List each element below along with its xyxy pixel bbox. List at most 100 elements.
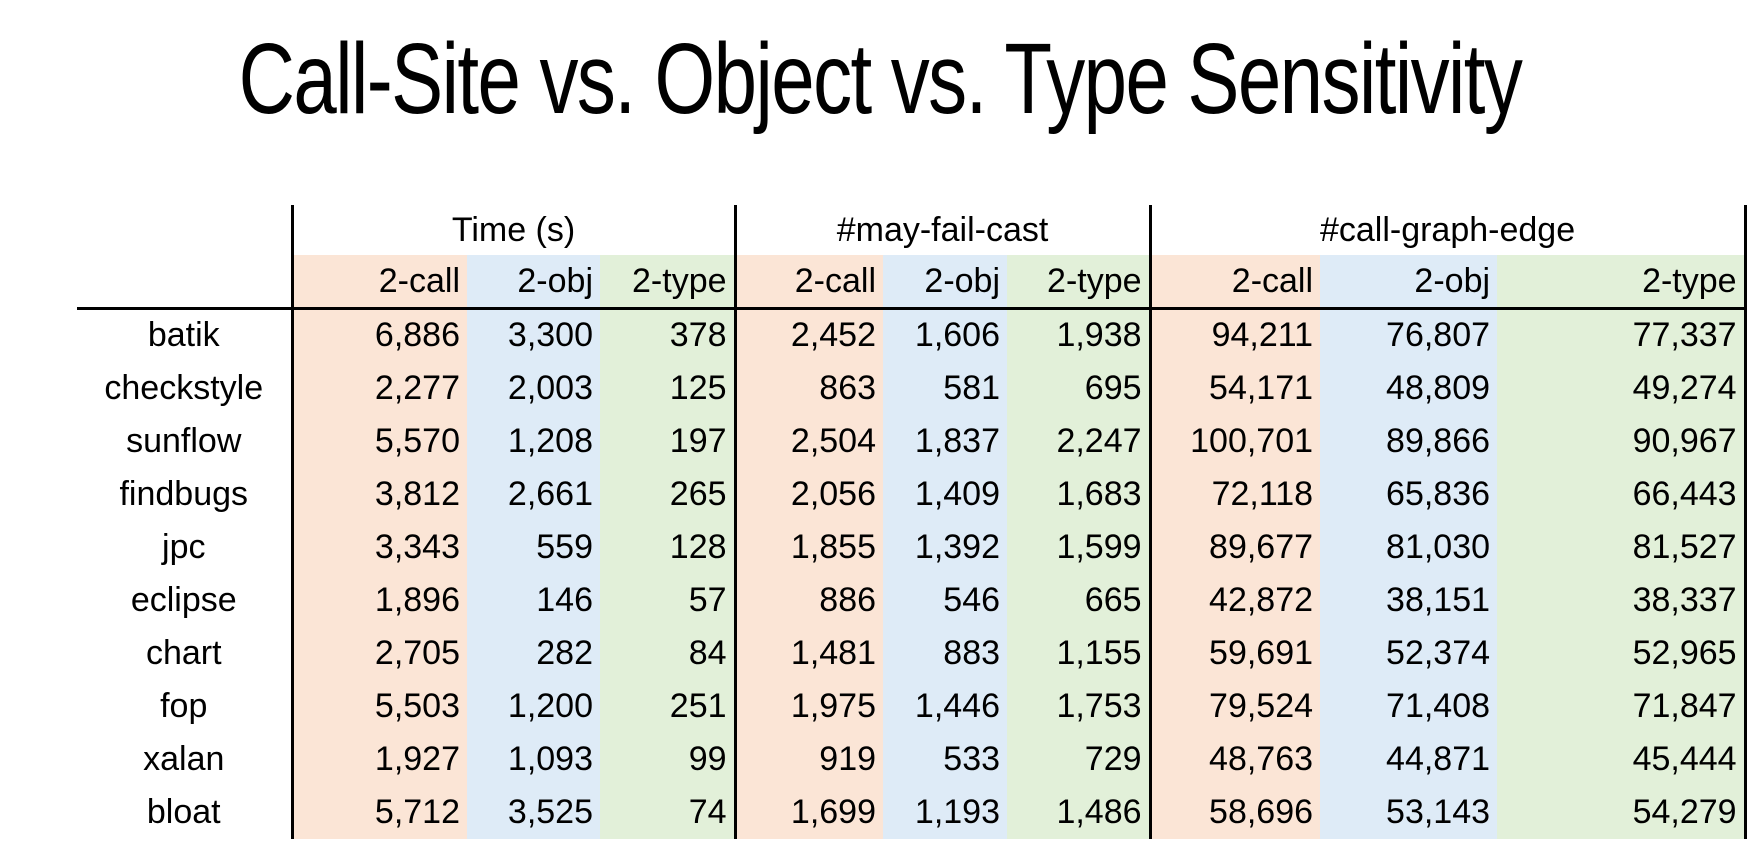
cell: 89,677 [1148,520,1321,574]
subheader-edge-2-type: 2-type [1497,255,1747,310]
cell: 1,896 [290,573,467,627]
table-row: checkstyle 2,277 2,003 125 863 581 695 54,171 48… [77,361,1747,415]
cell: 84 [600,626,736,680]
cell: 99 [600,732,736,786]
row-label: eclipse [130,580,237,619]
cell: 6,886 [290,308,467,362]
cell: 1,606 [883,308,1008,362]
cell: 2,504 [733,414,884,468]
row-label: chart [145,633,222,672]
cell: 59,691 [1148,626,1321,680]
table-row: batik 6,886 3,300 378 2,452 1,606 1,938 94,211 7… [77,308,1747,362]
cell: 695 [1007,361,1151,415]
cell: 1,392 [883,520,1008,574]
cell: 53,143 [1320,785,1498,839]
table-row: chart 2,705 282 84 1,481 883 1,155 59,691 52,374… [77,626,1747,680]
subheader-cast-2-obj: 2-obj [883,255,1008,310]
table-header: Time (s) #may-fail-cast #call-graph-edge… [77,205,1747,310]
cell: 197 [600,414,736,468]
cell: 81,527 [1497,520,1747,574]
row-label: batik [147,316,220,355]
cell: 883 [883,626,1008,680]
cell: 729 [1007,732,1151,786]
subheader-cast-2-call: 2-call [733,255,884,310]
cell: 1,927 [290,732,467,786]
corner-cell [77,205,292,255]
table-row: bloat 5,712 3,525 74 1,699 1,193 1,486 58,696 53… [77,785,1747,839]
cell: 74 [600,785,736,839]
cell: 251 [600,679,736,733]
cell: 265 [600,467,736,521]
cell: 546 [883,573,1008,627]
subheader-time-2-obj: 2-obj [467,255,600,310]
cell: 58,696 [1148,785,1321,839]
cell: 3,343 [290,520,467,574]
cell: 1,409 [883,467,1008,521]
cell: 3,812 [290,467,467,521]
table-row: fop 5,503 1,200 251 1,975 1,446 1,753 79,524 71,… [77,679,1747,733]
cell: 1,837 [883,414,1008,468]
corner-cell [77,255,292,310]
cell: 71,847 [1497,679,1747,733]
cell: 5,570 [290,414,467,468]
subheader-edge-2-obj: 2-obj [1320,255,1498,310]
cell: 1,699 [733,785,884,839]
row-label: bloat [146,792,221,831]
cell: 71,408 [1320,679,1498,733]
cell: 1,855 [733,520,884,574]
cell: 886 [733,573,884,627]
cell: 1,486 [1007,785,1151,839]
cell: 5,712 [290,785,467,839]
cell: 146 [467,573,600,627]
cell: 559 [467,520,600,574]
cell: 65,836 [1320,467,1498,521]
cell: 1,975 [733,679,884,733]
row-label: fop [160,686,208,725]
cell: 54,279 [1497,785,1747,839]
cell: 665 [1007,573,1151,627]
table-body: batik 6,886 3,300 378 2,452 1,606 1,938 94,211 7… [77,308,1747,839]
cell: 89,866 [1320,414,1498,468]
subheader-time-2-call: 2-call [290,255,467,310]
cell: 45,444 [1497,732,1747,786]
cell: 2,705 [290,626,467,680]
sensitivity-table: Time (s) #may-fail-cast #call-graph-edge… [77,205,1747,839]
cell: 1,208 [467,414,600,468]
cell: 282 [467,626,600,680]
subcolumn-header-row: 2-call 2-obj 2-type 2-call 2-obj 2-type … [77,255,1747,310]
cell: 52,374 [1320,626,1498,680]
table-row: eclipse 1,896 146 57 886 546 665 42,872 38,151 38… [77,573,1747,627]
cell: 5,503 [290,679,467,733]
table-row: jpc 3,343 559 128 1,855 1,392 1,599 89,677 81,03… [77,520,1747,574]
cell: 1,938 [1007,308,1151,362]
cell: 79,524 [1148,679,1321,733]
group-header-time: Time (s) [290,205,736,255]
cell: 2,452 [733,308,884,362]
cell: 128 [600,520,736,574]
cell: 3,525 [467,785,600,839]
cell: 42,872 [1148,573,1321,627]
cell: 44,871 [1320,732,1498,786]
cell: 76,807 [1320,308,1498,362]
cell: 1,093 [467,732,600,786]
cell: 48,809 [1320,361,1498,415]
cell: 94,211 [1148,308,1321,362]
cell: 1,200 [467,679,600,733]
cell: 90,967 [1497,414,1747,468]
cell: 72,118 [1148,467,1321,521]
cell: 863 [733,361,884,415]
cell: 378 [600,308,736,362]
cell: 38,151 [1320,573,1498,627]
cell: 100,701 [1148,414,1321,468]
cell: 66,443 [1497,467,1747,521]
table-row: findbugs 3,812 2,661 265 2,056 1,409 1,683 72,1… [77,467,1747,521]
cell: 581 [883,361,1008,415]
group-header-may-fail-cast: #may-fail-cast [733,205,1151,255]
cell: 1,446 [883,679,1008,733]
cell: 125 [600,361,736,415]
cell: 1,481 [733,626,884,680]
table-row: sunflow 5,570 1,208 197 2,504 1,837 2,247 100,7… [77,414,1747,468]
cell: 1,155 [1007,626,1151,680]
cell: 38,337 [1497,573,1747,627]
